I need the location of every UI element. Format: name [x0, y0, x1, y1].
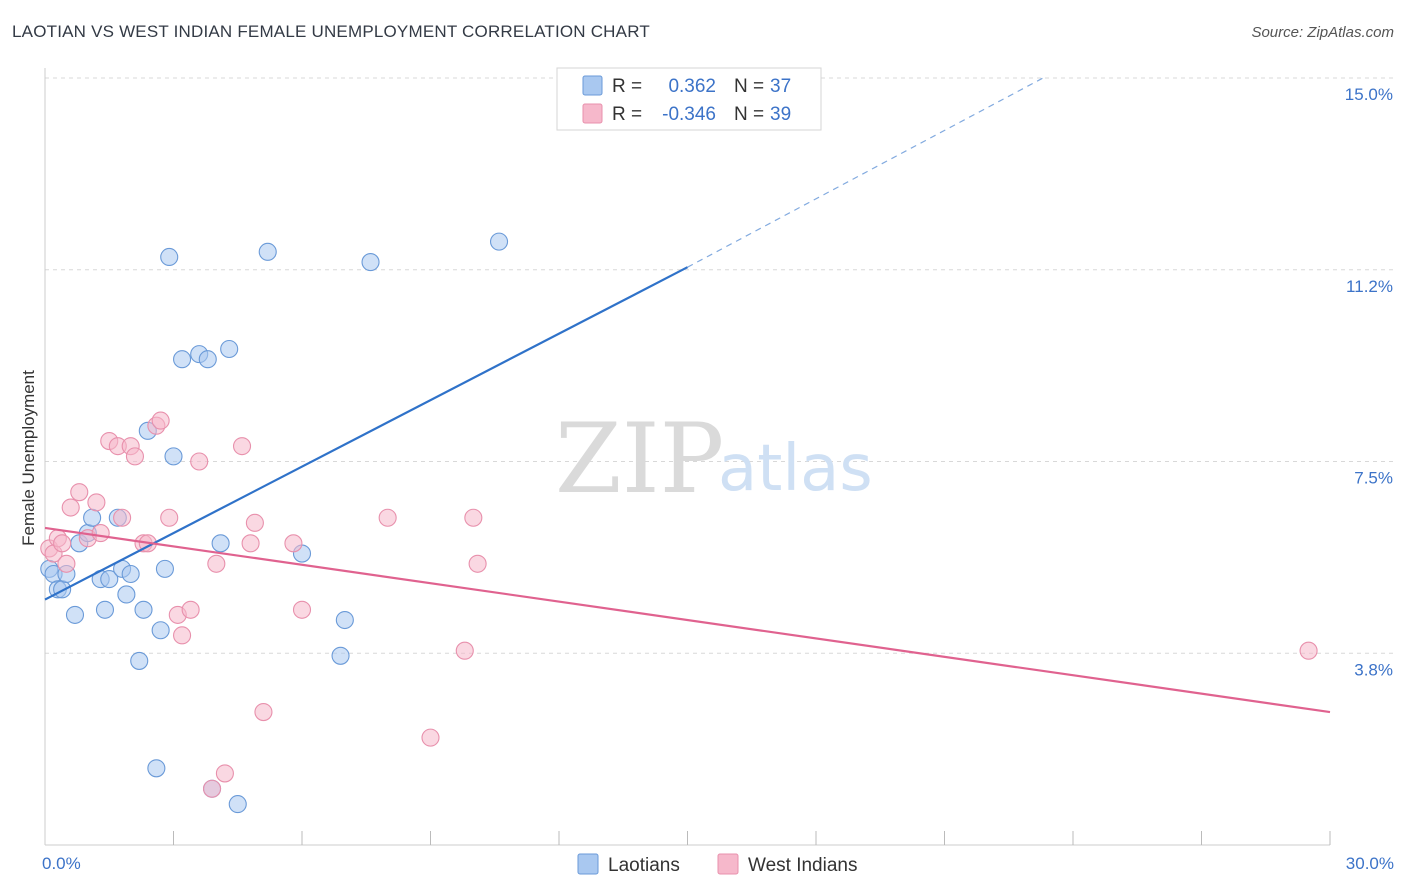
point-laotians	[95, 600, 115, 619]
point-west-indians	[151, 411, 170, 430]
x-tick-label: 0.0%	[42, 854, 81, 873]
series-legend: Laotians West Indians	[577, 853, 857, 876]
point-west-indians	[190, 452, 209, 471]
point-laotians	[331, 646, 350, 665]
legend-r-value-laotians: 0.362	[668, 76, 716, 97]
points-layer	[40, 232, 1318, 814]
point-laotians	[258, 242, 277, 261]
point-laotians	[147, 759, 166, 778]
legend-n-value-laotians: 37	[770, 76, 791, 97]
point-west-indians	[1299, 641, 1318, 660]
series-legend-label-laotians: Laotians	[608, 855, 680, 876]
point-laotians	[151, 621, 170, 640]
grid-layer	[45, 77, 1395, 654]
point-west-indians	[207, 554, 226, 573]
point-laotians	[53, 580, 72, 599]
point-laotians	[117, 585, 136, 604]
axis-layer: 3.8% 7.5% 11.2% 15.0% 0.0% 30.0%	[42, 68, 1394, 873]
point-west-indians	[468, 554, 487, 573]
point-west-indians	[232, 437, 252, 456]
legend-swatch-west-indians	[582, 103, 603, 124]
point-west-indians	[254, 703, 273, 722]
point-west-indians	[173, 626, 192, 645]
point-laotians	[134, 600, 153, 619]
y-tick-label: 11.2%	[1346, 277, 1393, 296]
point-west-indians	[53, 534, 72, 553]
point-west-indians	[57, 554, 76, 573]
legend-r-label-west-indians: R =	[612, 104, 642, 125]
point-laotians	[130, 651, 149, 670]
point-west-indians	[203, 779, 222, 798]
point-laotians	[198, 350, 217, 369]
y-tick-label: 3.8%	[1354, 660, 1393, 679]
watermark-zip: ZIP	[555, 403, 724, 515]
point-west-indians	[125, 447, 144, 466]
legend-r-label-laotians: R =	[612, 76, 642, 97]
point-west-indians	[160, 508, 179, 527]
y-tick-label: 15.0%	[1345, 85, 1393, 104]
point-laotians	[335, 610, 354, 630]
legend-n-label-laotians: N =	[734, 76, 764, 97]
point-west-indians	[87, 493, 106, 512]
point-west-indians	[181, 600, 200, 619]
series-legend-swatch-west-indians	[717, 853, 739, 875]
point-west-indians	[113, 508, 132, 527]
point-laotians	[121, 564, 140, 584]
legend-n-label-west-indians: N =	[734, 104, 764, 125]
point-west-indians	[241, 534, 260, 553]
point-west-indians	[245, 513, 264, 532]
trend-line-laotians-extension	[687, 77, 1044, 268]
x-tick-label: 30.0%	[1346, 854, 1394, 873]
point-west-indians	[464, 508, 483, 527]
point-west-indians	[61, 498, 80, 517]
watermark: ZIP atlas	[555, 403, 873, 515]
correlation-legend: R = 0.362 N = 37 R = -0.346 N = 39	[556, 67, 822, 131]
point-laotians	[164, 447, 183, 466]
watermark-atlas: atlas	[718, 432, 873, 506]
point-laotians	[100, 570, 119, 589]
point-laotians	[155, 559, 174, 578]
legend-n-value-west-indians: 39	[770, 104, 791, 125]
point-west-indians	[421, 728, 440, 747]
trend-layer	[44, 77, 1331, 714]
chart-source: Source: ZipAtlas.com	[1251, 24, 1394, 41]
point-laotians	[220, 339, 239, 359]
series-legend-label-west-indians: West Indians	[748, 855, 857, 876]
point-west-indians	[91, 524, 110, 543]
point-laotians	[65, 605, 85, 624]
y-axis-title: Female Unemployment	[19, 370, 38, 546]
point-west-indians	[378, 508, 397, 527]
legend-swatch-laotians	[582, 75, 603, 96]
point-west-indians	[455, 641, 474, 660]
point-laotians	[489, 232, 509, 251]
series-legend-swatch-laotians	[577, 853, 599, 875]
point-west-indians	[215, 764, 234, 783]
point-west-indians	[284, 534, 303, 553]
point-laotians	[228, 795, 247, 814]
point-laotians	[361, 253, 380, 272]
point-laotians	[173, 350, 192, 369]
trend-line-west-indians	[44, 526, 1331, 714]
point-west-indians	[70, 483, 89, 502]
point-west-indians	[292, 600, 312, 619]
chart-title: LAOTIAN VS WEST INDIAN FEMALE UNEMPLOYME…	[12, 22, 650, 41]
point-laotians	[83, 508, 102, 527]
point-laotians	[160, 247, 179, 267]
legend-r-value-west-indians: -0.346	[662, 104, 716, 125]
point-laotians	[211, 534, 230, 553]
y-tick-label: 7.5%	[1354, 469, 1393, 488]
